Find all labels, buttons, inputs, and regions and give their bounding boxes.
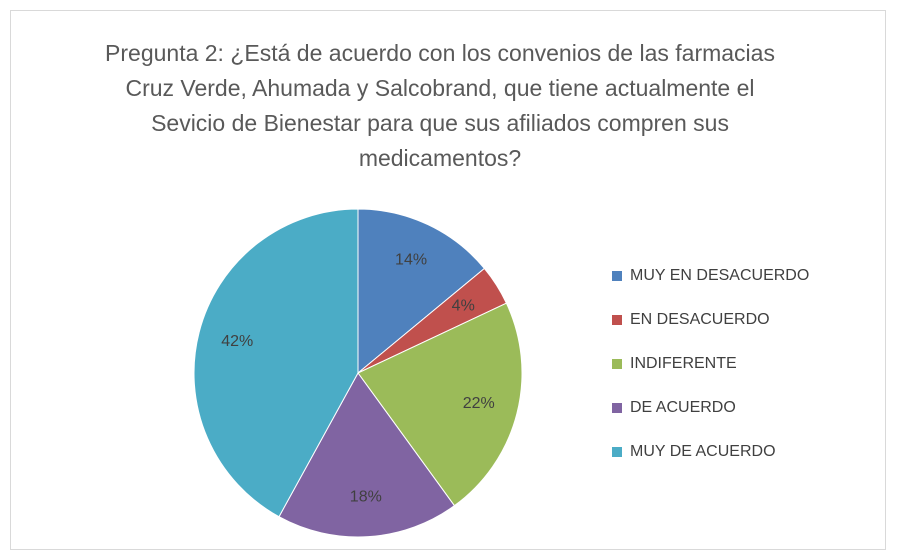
- legend-swatch: [612, 447, 622, 457]
- legend-swatch: [612, 359, 622, 369]
- legend-label: EN DESACUERDO: [630, 311, 770, 328]
- data-label: 14%: [395, 251, 427, 268]
- legend-label: INDIFERENTE: [630, 355, 737, 372]
- pie-slice: [357, 208, 486, 375]
- data-label: 4%: [452, 297, 475, 314]
- pie-slice: [193, 208, 359, 518]
- legend-swatch: [612, 403, 622, 413]
- legend-label: DE ACUERDO: [630, 399, 736, 416]
- data-label: 42%: [221, 333, 253, 350]
- legend-label: MUY DE ACUERDO: [630, 443, 776, 460]
- pie-slice: [278, 372, 456, 538]
- data-label: 18%: [350, 489, 382, 506]
- legend-swatch: [612, 271, 622, 281]
- pie-slice: [357, 302, 523, 507]
- data-label: 22%: [463, 395, 495, 412]
- legend-swatch: [612, 315, 622, 325]
- chart-title: Pregunta 2: ¿Está de acuerdo con los con…: [105, 40, 775, 171]
- legend-label: MUY EN DESACUERDO: [630, 267, 809, 284]
